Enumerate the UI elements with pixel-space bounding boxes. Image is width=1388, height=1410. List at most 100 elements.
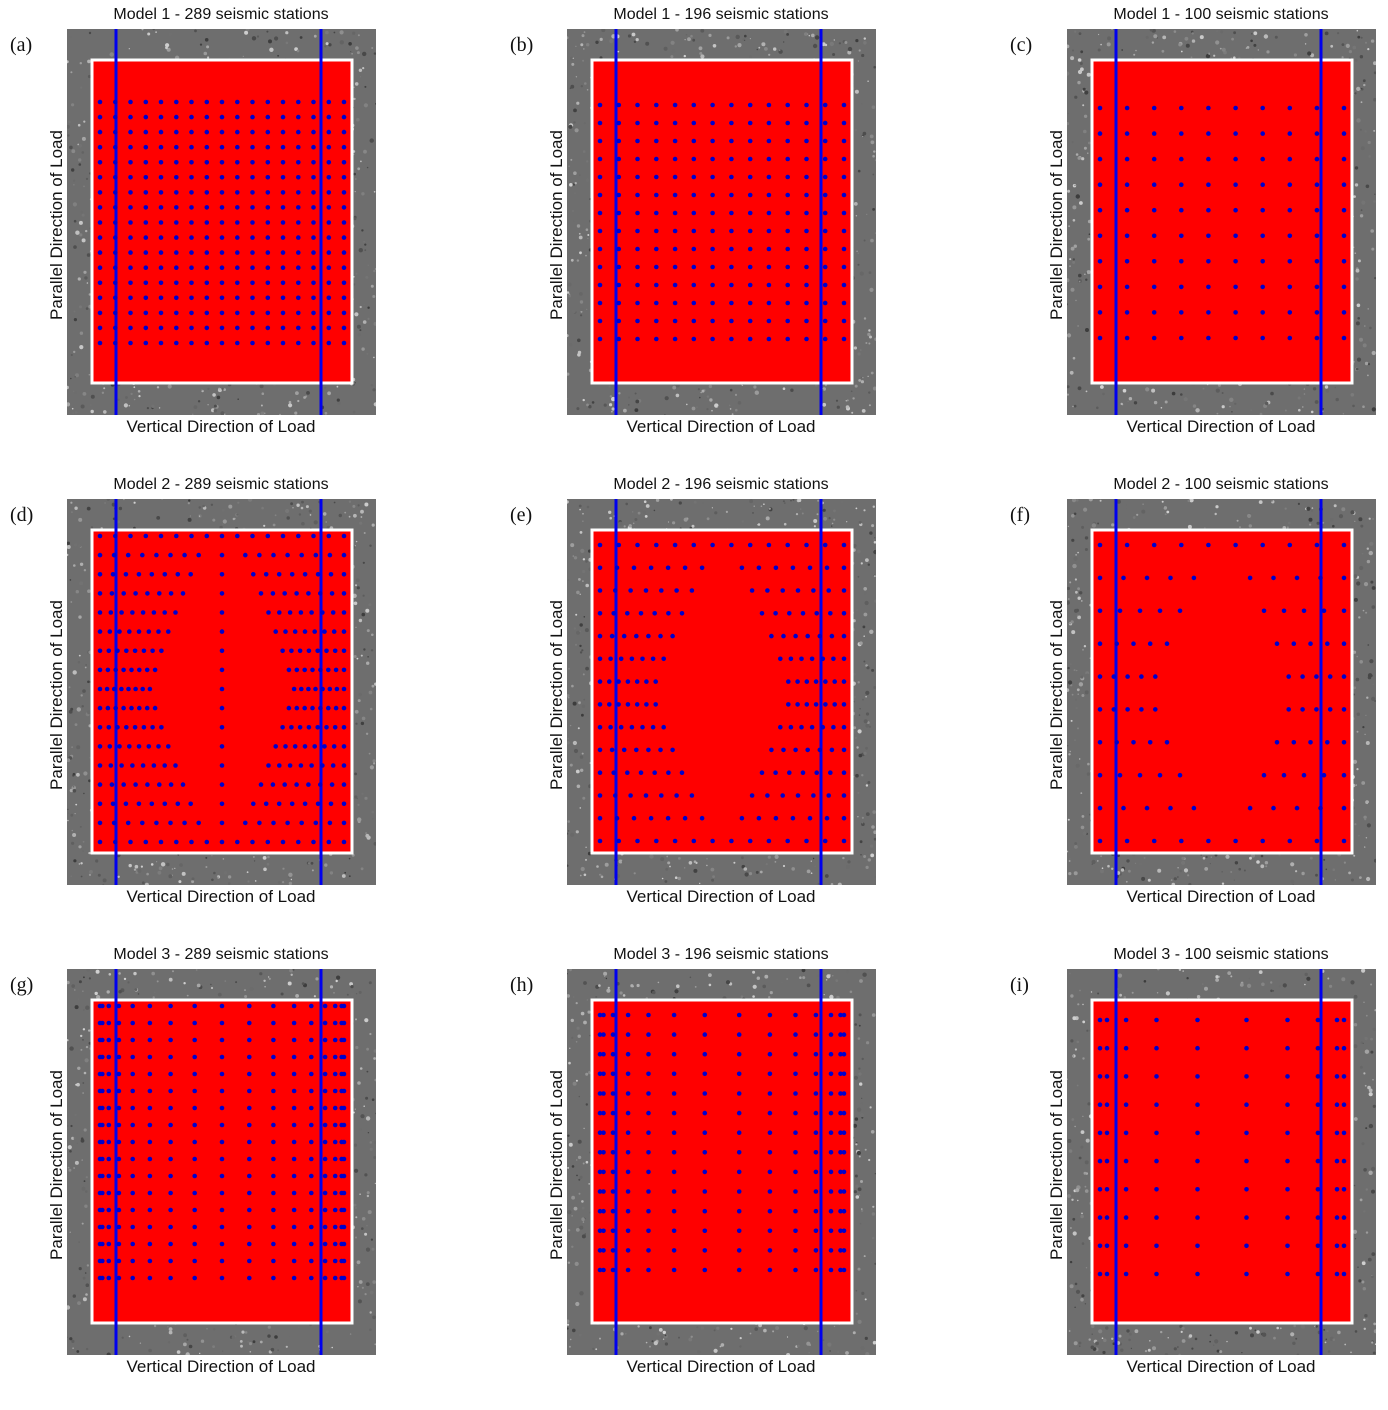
seismic-station (342, 281, 347, 286)
texture-grain (678, 877, 681, 880)
texture-grain (369, 691, 373, 695)
seismic-station (159, 326, 164, 331)
seismic-station (318, 706, 323, 711)
seismic-station (150, 725, 155, 730)
seismic-station (98, 130, 103, 135)
texture-grain (582, 797, 585, 800)
seismic-station (133, 725, 138, 730)
texture-grain (204, 52, 208, 56)
seismic-station (121, 706, 126, 711)
texture-grain (1121, 403, 1123, 405)
texture-grain (361, 793, 363, 795)
texture-grain (84, 276, 87, 279)
texture-grain (223, 858, 225, 860)
texture-grain (83, 731, 84, 732)
texture-grain (1222, 405, 1225, 408)
texture-grain (300, 36, 303, 39)
texture-grain (579, 292, 583, 296)
texture-grain (78, 158, 81, 161)
seismic-station (328, 553, 333, 558)
texture-grain (1181, 51, 1183, 53)
seismic-station (281, 235, 286, 240)
texture-grain (360, 510, 364, 514)
seismic-station (189, 341, 194, 346)
texture-grain (582, 513, 584, 515)
seismic-station (220, 130, 225, 135)
seismic-station (1152, 208, 1157, 213)
texture-grain (1072, 406, 1073, 407)
seismic-station (342, 311, 347, 316)
seismic-station (654, 175, 659, 180)
texture-grain (83, 793, 84, 794)
texture-grain (1072, 205, 1076, 209)
seismic-station (617, 301, 622, 306)
texture-grain (217, 877, 218, 878)
texture-grain (311, 862, 314, 865)
texture-grain (864, 37, 866, 39)
texture-grain (730, 389, 733, 392)
seismic-station (109, 610, 114, 615)
seismic-station (220, 744, 225, 749)
texture-grain (73, 786, 75, 788)
seismic-station (271, 591, 276, 596)
seismic-station (98, 145, 103, 150)
texture-grain (568, 668, 570, 670)
texture-grain (872, 155, 875, 158)
seismic-station (314, 821, 319, 826)
seismic-station (250, 281, 255, 286)
texture-grain (134, 502, 136, 504)
seismic-station (235, 840, 240, 845)
seismic-station (144, 190, 149, 195)
seismic-station (147, 744, 152, 749)
texture-grain (863, 752, 866, 755)
seismic-station (113, 190, 118, 195)
seismic-station (159, 130, 164, 135)
seismic-station (311, 220, 316, 225)
texture-grain (1085, 328, 1089, 332)
texture-grain (264, 413, 265, 414)
seismic-station (1342, 336, 1347, 341)
texture-grain (192, 414, 193, 415)
texture-grain (1360, 129, 1362, 131)
seismic-station (785, 265, 790, 270)
texture-grain (211, 504, 213, 506)
seismic-station (109, 763, 114, 768)
texture-grain (1078, 386, 1082, 390)
texture-grain (859, 49, 861, 51)
texture-grain (1178, 43, 1181, 46)
seismic-station (145, 706, 150, 711)
texture-grain (86, 307, 89, 310)
seismic-station (1342, 106, 1347, 111)
seismic-station (1179, 234, 1184, 239)
seismic-station (342, 115, 347, 120)
seismic-station (342, 100, 347, 105)
seismic-station (296, 265, 301, 270)
seismic-station (692, 139, 697, 144)
texture-grain (297, 400, 299, 402)
texture-grain (568, 283, 572, 287)
texture-grain (1083, 130, 1087, 134)
seismic-station (842, 229, 847, 234)
seismic-station (342, 763, 347, 768)
seismic-station (673, 247, 678, 252)
texture-grain (244, 31, 248, 35)
texture-grain (1165, 401, 1168, 404)
texture-grain (1360, 55, 1363, 58)
texture-grain (587, 234, 589, 236)
x-axis-label: Vertical Direction of Load (66, 887, 376, 907)
seismic-station (128, 281, 133, 286)
texture-grain (357, 804, 359, 806)
seismic-station (311, 534, 316, 539)
texture-grain (1298, 397, 1301, 400)
seismic-station (673, 157, 678, 162)
seismic-station (293, 629, 298, 634)
seismic-station (205, 205, 210, 210)
texture-grain (228, 875, 231, 878)
seismic-station (823, 157, 828, 162)
texture-grain (221, 388, 223, 390)
texture-grain (582, 521, 583, 522)
seismic-station (176, 802, 181, 807)
seismic-station (98, 725, 103, 730)
texture-grain (1371, 39, 1374, 42)
seismic-station (729, 229, 734, 234)
